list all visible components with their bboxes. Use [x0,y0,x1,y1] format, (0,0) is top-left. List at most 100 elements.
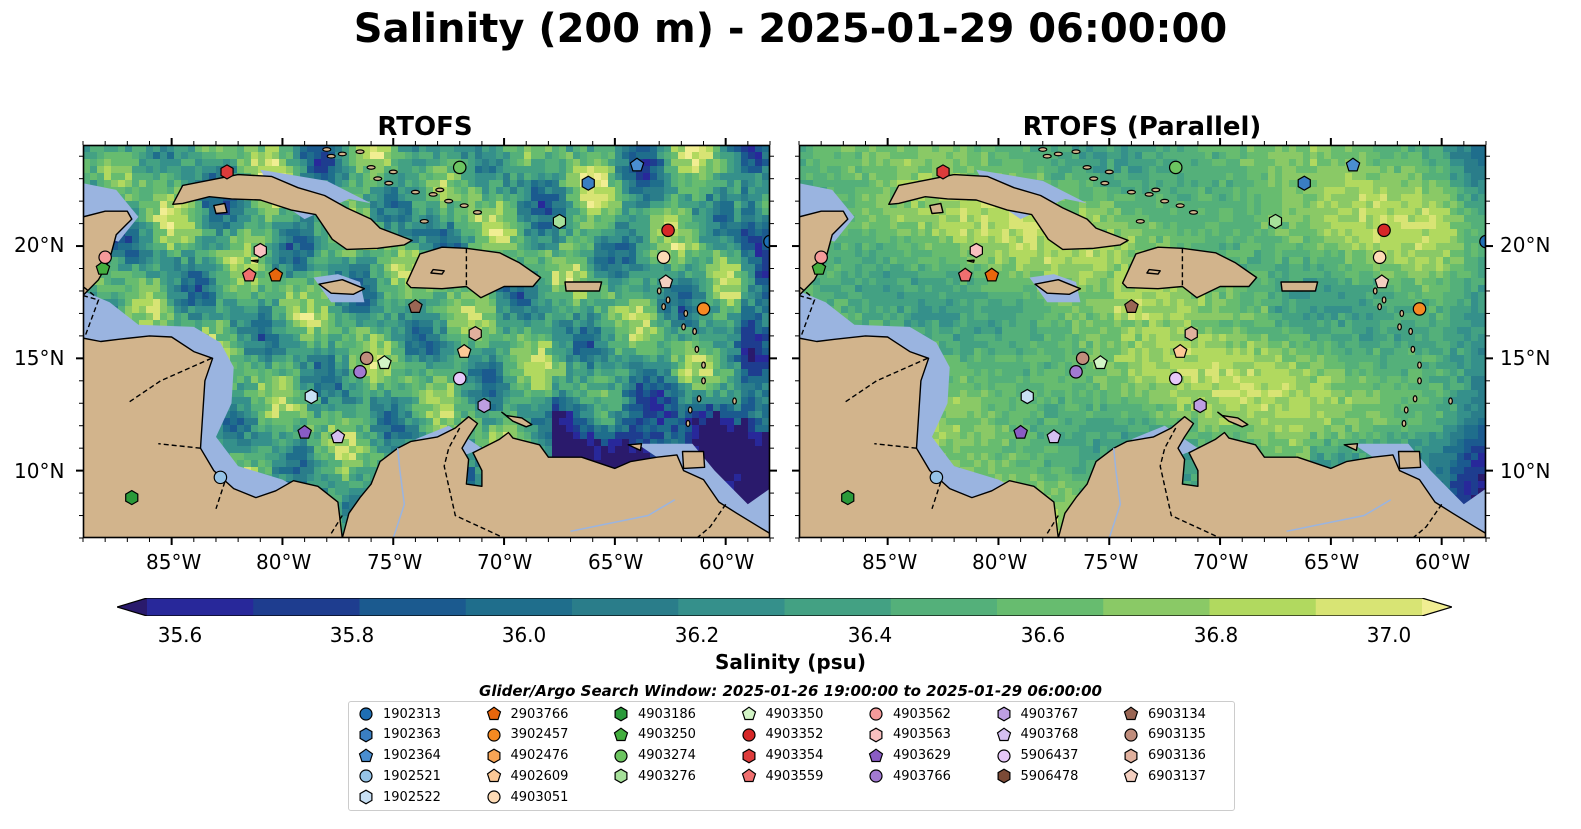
salinity-cell [510,327,518,335]
salinity-cell [482,383,490,391]
salinity-cell [524,215,532,223]
salinity-cell [237,320,245,328]
salinity-cell [608,145,616,153]
salinity-cell [370,215,378,223]
salinity-cell [545,425,553,433]
salinity-cell [433,180,441,188]
salinity-cell [356,166,364,174]
salinity-cell [608,432,616,440]
salinity-cell [538,229,546,237]
salinity-cell [559,439,567,447]
salinity-cell [314,229,322,237]
salinity-cell [258,271,266,279]
salinity-cell [559,348,567,356]
salinity-cell [482,348,490,356]
salinity-cell [559,201,567,209]
salinity-cell [601,194,609,202]
salinity-cell [174,264,182,272]
salinity-cell [139,152,147,160]
salinity-cell [356,257,364,265]
salinity-cell [503,173,511,181]
salinity-cell [272,446,280,454]
salinity-cell [321,299,329,307]
salinity-cell [608,278,616,286]
salinity-cell [587,236,595,244]
salinity-cell [531,341,539,349]
salinity-cell [601,173,609,181]
salinity-cell [580,397,588,405]
salinity-cell [678,334,686,342]
salinity-cell [447,187,455,195]
salinity-cell [153,173,161,181]
salinity-cell [531,432,539,440]
salinity-cell [181,299,189,307]
salinity-cell [342,327,350,335]
salinity-cell [475,306,483,314]
salinity-cell [412,292,420,300]
salinity-cell [433,194,441,202]
salinity-cell [181,201,189,209]
salinity-cell [440,397,448,405]
salinity-cell [111,285,119,293]
salinity-cell [258,313,266,321]
salinity-cell [622,306,630,314]
salinity-cell [146,152,154,160]
salinity-cell [601,383,609,391]
salinity-cell [230,439,238,447]
salinity-cell [468,397,476,405]
salinity-cell [195,278,203,286]
salinity-cell [195,222,203,230]
salinity-cell [594,145,602,153]
salinity-cell [692,271,700,279]
salinity-cell [321,355,329,363]
salinity-cell [272,229,280,237]
salinity-cell [146,313,154,321]
salinity-cell [377,299,385,307]
salinity-cell [216,285,224,293]
salinity-cell [251,152,259,160]
salinity-cell [230,376,238,384]
salinity-cell [601,355,609,363]
salinity-cell [363,425,371,433]
salinity-cell [153,285,161,293]
salinity-cell [447,243,455,251]
salinity-cell [174,320,182,328]
salinity-cell [314,299,322,307]
salinity-cell [426,383,434,391]
salinity-cell [650,208,658,216]
salinity-cell [370,278,378,286]
salinity-cell [342,201,350,209]
salinity-cell [510,215,518,223]
salinity-cell [139,208,147,216]
salinity-cell [545,446,553,454]
salinity-cell [678,439,686,447]
salinity-cell [132,187,140,195]
salinity-cell [615,166,623,174]
salinity-cell [265,264,273,272]
salinity-cell [468,201,476,209]
salinity-cell [349,425,357,433]
salinity-cell [496,222,504,230]
salinity-cell [664,334,672,342]
salinity-cell [209,201,217,209]
salinity-cell [244,446,252,454]
salinity-cell [370,208,378,216]
salinity-cell [643,425,651,433]
salinity-cell [356,271,364,279]
salinity-cell [153,264,161,272]
salinity-cell [265,201,273,209]
salinity-cell [510,243,518,251]
salinity-cell [272,355,280,363]
salinity-cell [328,341,336,349]
salinity-cell [503,159,511,167]
salinity-cell [209,222,217,230]
salinity-cell [475,467,483,475]
salinity-cell [335,481,343,489]
salinity-cell [454,404,462,412]
salinity-cell [643,271,651,279]
salinity-cell [566,271,574,279]
salinity-cell [300,152,308,160]
salinity-cell [503,320,511,328]
salinity-cell [587,194,595,202]
salinity-cell [643,404,651,412]
